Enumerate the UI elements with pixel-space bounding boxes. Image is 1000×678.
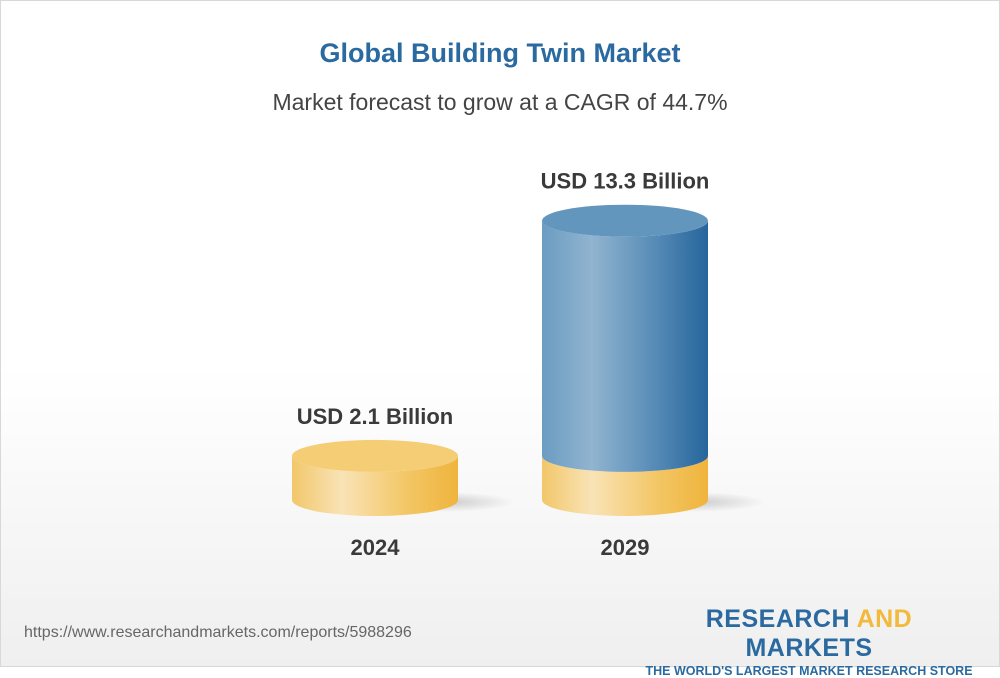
research-and-markets-logo: RESEARCH AND MARKETS THE WORLD'S LARGEST… [640,605,978,678]
logo-tagline: THE WORLD'S LARGEST MARKET RESEARCH STOR… [645,664,973,678]
category-label: 2024 [351,535,401,560]
data-label: USD 13.3 Billion [541,169,710,194]
chart-subtitle: Market forecast to grow at a CAGR of 44.… [272,89,728,115]
logo-text-2: AND [856,605,913,633]
cylinder-top [292,439,458,472]
report-url[interactable]: https://www.researchandmarkets.com/repor… [24,624,412,641]
cylinder-base-segment [292,455,458,516]
cylinder-growth-segment [542,220,708,472]
logo-text-1: RESEARCH [705,605,857,633]
logo-text-3: MARKETS [745,634,873,662]
category-label: 2029 [601,535,650,560]
cylinder-base-segment [542,455,708,516]
data-label: USD 2.1 Billion [297,404,453,429]
chart-title: Global Building Twin Market [319,38,681,68]
cylinder-top [542,204,708,237]
